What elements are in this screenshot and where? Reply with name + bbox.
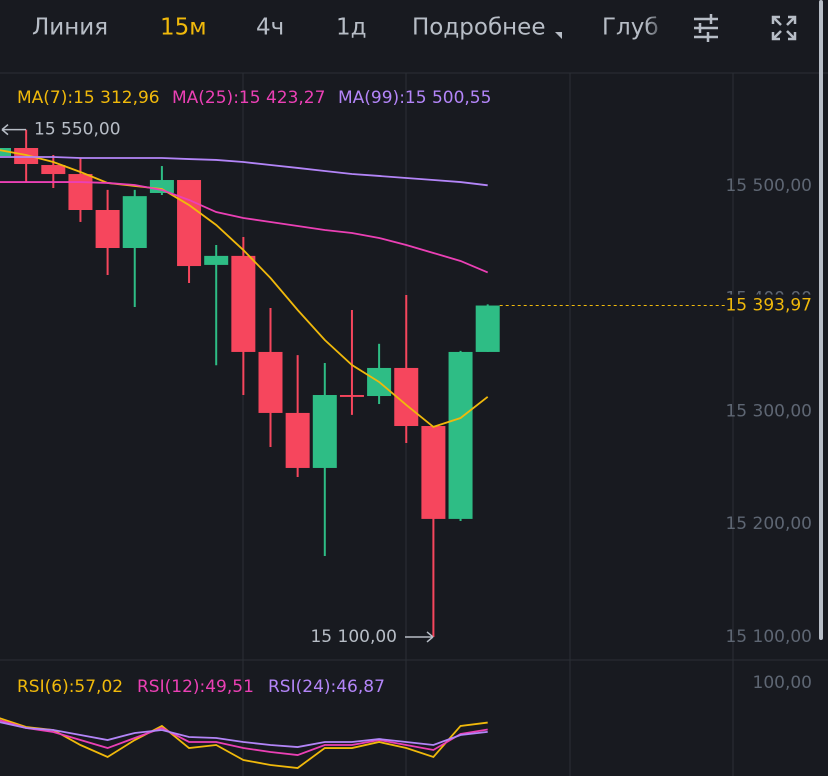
tab[interactable]: Подробнее xyxy=(412,15,545,41)
candle-body xyxy=(231,255,256,352)
tab[interactable]: Линия xyxy=(32,15,108,41)
tab[interactable]: 4ч xyxy=(256,15,284,41)
candle-body xyxy=(258,351,283,413)
legend-entry: MA(7):15 312,96 xyxy=(17,88,160,108)
candle-body xyxy=(149,180,174,193)
high-arrow xyxy=(1,124,26,136)
fullscreen-icon[interactable] xyxy=(771,15,797,41)
ma-line xyxy=(0,181,489,274)
y-tick-label: 15 300,00 xyxy=(725,401,812,421)
candle-body xyxy=(14,147,39,165)
candle-body xyxy=(312,395,337,468)
tab[interactable]: 15м xyxy=(160,15,207,41)
candle-body xyxy=(177,180,202,267)
candle-body xyxy=(95,210,120,248)
settings-icon[interactable] xyxy=(694,14,718,42)
y-tick-label: 100,00 xyxy=(753,673,812,693)
legend-entry: RSI(12):49,51 xyxy=(137,677,254,697)
ma-line xyxy=(0,149,489,428)
y-tick-label: 15 200,00 xyxy=(725,514,812,534)
dropdown-icon xyxy=(555,32,562,39)
last-price-bg xyxy=(727,294,817,317)
low-label: 15 100,00 xyxy=(310,627,397,647)
ma-line xyxy=(0,156,488,187)
candle-body xyxy=(122,196,147,248)
candle-body xyxy=(41,165,66,175)
high-label: 15 550,00 xyxy=(34,120,121,140)
candle-body xyxy=(475,305,500,352)
tab[interactable]: 1д xyxy=(336,15,367,41)
candle-body xyxy=(204,255,229,265)
legend-entry: RSI(24):46,87 xyxy=(268,677,385,697)
ma-line xyxy=(0,719,488,756)
legend-entry: RSI(6):57,02 xyxy=(17,677,123,697)
legend-entry: MA(99):15 500,55 xyxy=(338,88,491,108)
y-tick-label: 15 100,00 xyxy=(725,627,812,647)
candle-body xyxy=(339,395,364,397)
ma-line xyxy=(0,721,488,748)
scrollbar[interactable] xyxy=(819,0,823,640)
low-arrow xyxy=(405,631,434,643)
candle-body xyxy=(68,174,93,211)
candle-body xyxy=(421,426,446,519)
ma-line xyxy=(0,717,488,769)
candle-body xyxy=(448,351,473,519)
legend-entry: MA(25):15 423,27 xyxy=(172,88,325,108)
candle-body xyxy=(285,412,310,468)
fade xyxy=(645,0,685,60)
last-price-label: 15 393,97 xyxy=(725,296,812,316)
y-tick-label: 15 500,00 xyxy=(725,176,812,196)
